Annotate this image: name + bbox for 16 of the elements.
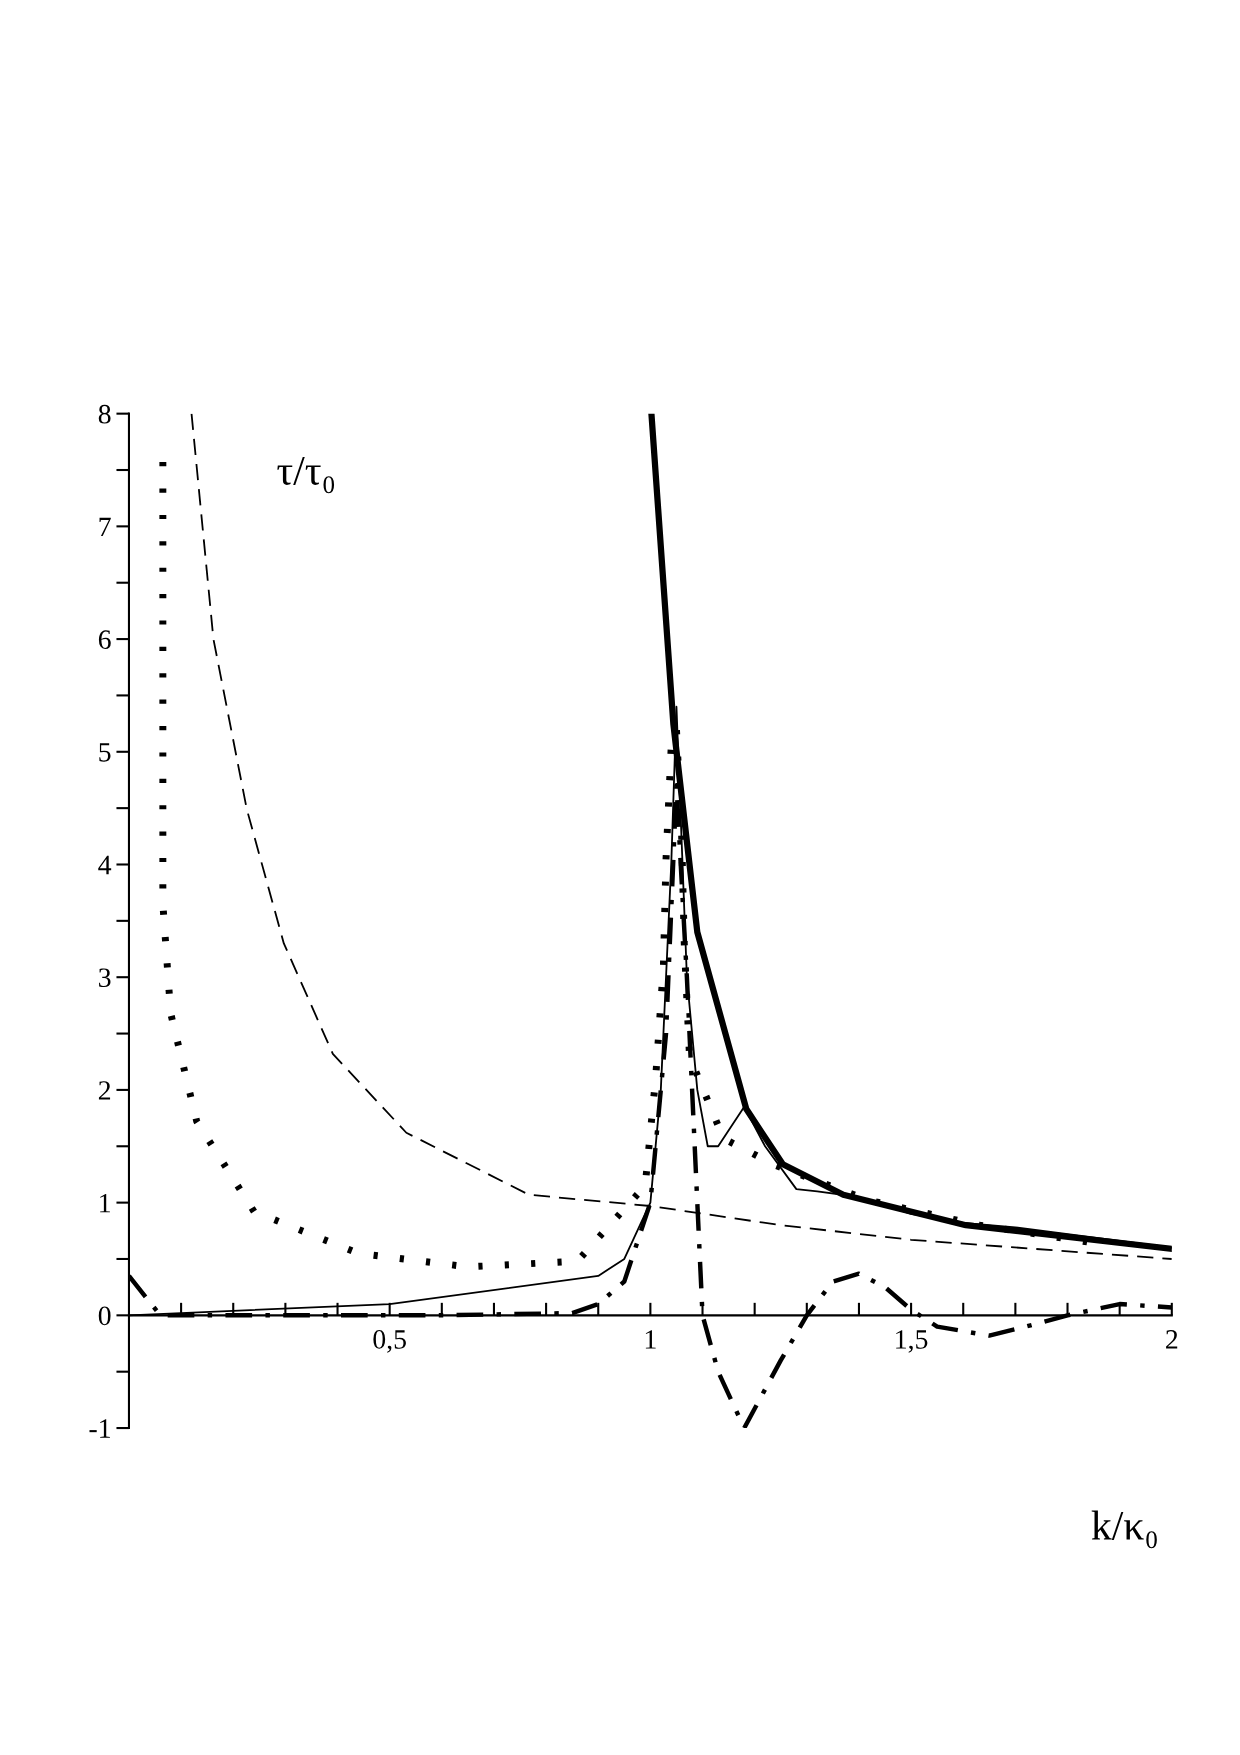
y-tick-label: 3 — [99, 968, 111, 988]
y-tick-label: 4 — [98, 855, 112, 875]
x-axis-title: k/κ₀ — [1091, 1510, 1157, 1549]
y-tick-label: -1 — [89, 1419, 110, 1438]
y-tick-label: 5 — [99, 743, 111, 762]
y-tick-label: 0 — [98, 1306, 111, 1326]
x-tick-label: 0,5 — [373, 1330, 406, 1353]
x-tick-label: 2 — [1166, 1330, 1178, 1349]
y-tick-label: 1 — [100, 1193, 110, 1213]
y-tick-label: 8 — [98, 404, 111, 424]
y-tick-label: 6 — [98, 630, 111, 649]
y-tick-label: 2 — [98, 1081, 111, 1100]
y-axis-title: τ/τ₀ — [277, 457, 335, 494]
y-tick-label: 7 — [99, 517, 111, 536]
x-tick-label: 1,5 — [896, 1330, 928, 1353]
x-tick-label: 1 — [645, 1330, 656, 1349]
